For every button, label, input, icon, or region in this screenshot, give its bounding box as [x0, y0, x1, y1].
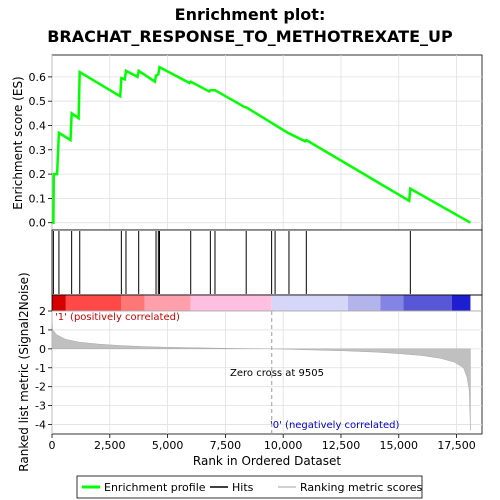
es-grid [51, 55, 482, 230]
negative-label: '0' (negatively correlated) [270, 420, 399, 431]
es-y-tick-label: 0.0 [29, 217, 47, 230]
metric-y-tick-label: 0 [39, 343, 46, 356]
x-tick-label: 5,000 [152, 439, 184, 452]
colorbar-segment [190, 295, 272, 311]
hits-panel-frame [51, 229, 483, 296]
metric-y-axis-label: Ranked list metric (Signal2Noise) [17, 272, 31, 471]
ranking-colorbar [52, 295, 471, 311]
legend-box [76, 475, 423, 499]
legend: Enrichment profile Hits Ranking metric sco… [82, 481, 422, 494]
metric-y-tick-label: -4 [35, 419, 46, 432]
hits-marks [52, 231, 411, 294]
x-tick-label: 15,000 [380, 439, 419, 452]
ranking-metric-area [51, 320, 471, 431]
metric-y-ticks: 2 1 0 -1 -2 -3 -4 [35, 305, 52, 432]
es-y-tick-label: 0.4 [29, 119, 47, 132]
es-y-tick-label: 0.1 [29, 192, 47, 205]
es-y-axis-label: Enrichment score (ES) [11, 76, 25, 209]
metric-panel-frame [51, 310, 483, 435]
metric-y-tick-label: -1 [35, 362, 46, 375]
x-ticks: 0 2,500 5,000 7,500 10,000 12,500 15,000 17,500 [49, 434, 476, 452]
colorbar-segment [380, 295, 404, 311]
colorbar-segment [65, 295, 122, 311]
es-y-tick-label: 0.3 [29, 144, 47, 157]
x-tick-label: 2,500 [94, 439, 126, 452]
x-tick-label: 10,000 [264, 439, 303, 452]
metric-y-tick-label: 1 [39, 324, 46, 337]
x-tick-label: 7,500 [210, 439, 242, 452]
es-y-tick-label: 0.5 [29, 95, 47, 108]
colorbar-segment [347, 295, 381, 311]
colorbar-segment [144, 295, 191, 311]
colorbar-segment [403, 295, 452, 311]
legend-item-label: Hits [232, 481, 254, 494]
chart-title-line1: Enrichment plot: [175, 5, 326, 24]
colorbar-segment [52, 295, 66, 311]
x-tick-label: 0 [49, 439, 56, 452]
enrichment-profile-line [52, 65, 472, 224]
metric-y-tick-label: -3 [35, 400, 46, 413]
legend-item-label: Ranking metric scores [300, 481, 422, 494]
x-tick-label: 17,500 [437, 439, 476, 452]
colorbar-segment [121, 295, 145, 311]
chart-title-line2: BRACHAT_RESPONSE_TO_METHOTREXATE_UP [47, 27, 453, 46]
positive-label: '1' (positively correlated) [55, 312, 180, 323]
metric-y-tick-label: -2 [35, 381, 46, 394]
zero-cross-label: Zero cross at 9505 [230, 368, 324, 379]
x-axis-label: Rank in Ordered Dataset [193, 454, 341, 468]
x-tick-label: 12,500 [322, 439, 361, 452]
es-y-tick-label: 0.6 [29, 71, 47, 84]
colorbar-segment [451, 295, 471, 311]
metric-y-tick-label: 2 [39, 305, 46, 318]
es-y-ticks: 0.0 0.1 0.2 0.3 0.4 0.5 0.6 [29, 71, 52, 230]
legend-item-label: Enrichment profile [104, 481, 206, 494]
es-panel-frame [51, 54, 483, 231]
es-y-tick-label: 0.2 [29, 168, 47, 181]
colorbar-segment [271, 295, 348, 311]
